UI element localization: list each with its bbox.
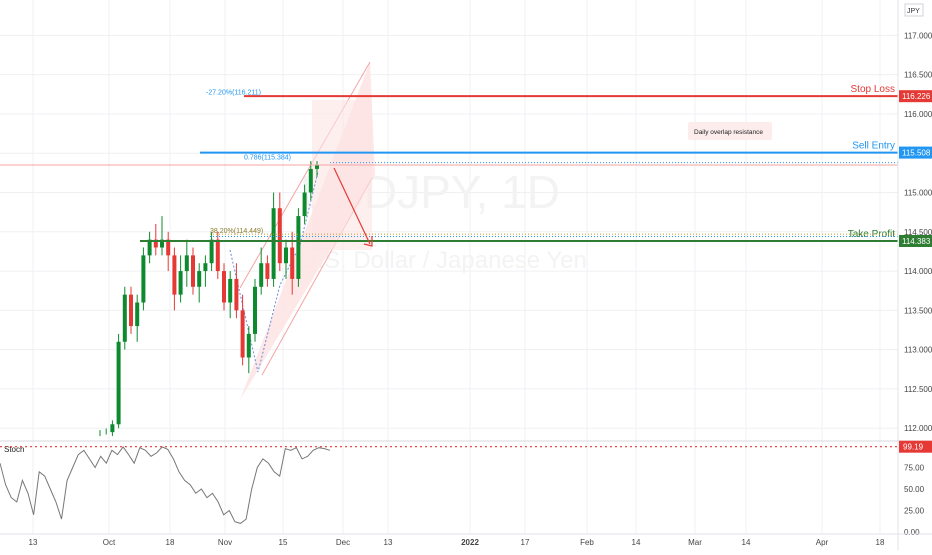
level-label: Stop Loss [851, 84, 895, 95]
candle-body [290, 247, 295, 279]
candle-body [315, 165, 319, 169]
candle-body [147, 239, 152, 256]
swing-path [229, 171, 319, 373]
stoch-tick-label: 25.00 [904, 507, 925, 516]
candle-body [271, 208, 276, 279]
time-tick-label: 15 [279, 538, 288, 547]
candle-body [135, 302, 140, 327]
price-tag-text: 114.383 [902, 237, 931, 246]
channel-shade-right [312, 100, 372, 250]
stoch-tick-label: 0.00 [904, 528, 920, 537]
candle-body [284, 247, 288, 264]
annotation-box [688, 122, 772, 140]
level-label: Sell Entry [852, 141, 895, 152]
stoch-tick-label: 75.00 [904, 464, 925, 473]
candle-body [141, 255, 146, 303]
candle-body [203, 263, 208, 272]
grid [0, 0, 898, 534]
candle-body [166, 239, 171, 256]
candle-body [240, 310, 245, 358]
price-tick-label: 116.500 [904, 71, 932, 80]
candle-body [265, 263, 270, 279]
time-axis[interactable]: 13 Oct 18 Nov 15 Dec 13 2022 17 Feb 14 Mar 14 Apr 18 [29, 538, 885, 547]
candle-body [110, 424, 115, 433]
candle-body [296, 216, 301, 279]
candle-body [277, 208, 282, 264]
candle-body [209, 239, 214, 264]
stoch-level-text: 99.19 [903, 443, 924, 452]
level-label: Take Profit [848, 229, 895, 240]
candle-body [178, 271, 183, 295]
levels: Stop Loss Sell Entry Take Profit -27.20%(11… [0, 84, 898, 242]
symbol-badge-text: JPY [907, 8, 920, 15]
price-tick-label: 113.000 [904, 346, 932, 355]
price-tick-label: 115.000 [904, 189, 932, 198]
price-tick-label: 114.500 [904, 228, 932, 237]
time-tick-label: 18 [166, 538, 175, 547]
time-tick-label: 14 [632, 538, 641, 547]
time-tick-label: 14 [742, 538, 751, 547]
candle-body [129, 294, 133, 327]
sell-arrow-head [363, 236, 373, 247]
time-tick-label: Apr [816, 538, 829, 547]
stoch-tick-label: 50.00 [904, 485, 925, 494]
candle-body [215, 239, 220, 272]
candle-body [246, 333, 251, 358]
price-tick-label: 114.000 [904, 267, 932, 276]
price-tag-text: 115.508 [902, 149, 931, 158]
price-tick-label: 116.000 [904, 110, 932, 119]
time-tick-label: Feb [580, 538, 594, 547]
fib-label: 38.20%(114.449) [210, 228, 263, 235]
price-tick-label: 117.000 [904, 31, 932, 40]
annotation-text: Daily overlap resistance [694, 129, 763, 136]
stoch-level-tag [899, 440, 932, 453]
time-tick-label: Dec [336, 538, 350, 547]
candle-body [302, 192, 307, 217]
candle-body [253, 286, 257, 334]
price-tag-bg [899, 234, 932, 247]
time-tick-label: 2022 [461, 538, 479, 547]
candle-body [259, 263, 264, 287]
candle-body [234, 278, 239, 311]
candles [99, 161, 319, 437]
sell-arrow-shaft [333, 167, 371, 245]
time-tick-label: 17 [521, 538, 530, 547]
price-tick-label: 113.500 [904, 306, 932, 315]
fib-label: 0.786(115.384) [244, 154, 291, 161]
time-tick-label: 13 [384, 538, 393, 547]
time-tick-label: Mar [688, 538, 702, 547]
candle-body [191, 255, 195, 287]
candle-body [184, 255, 189, 272]
stoch-title: Stoch [4, 445, 24, 454]
candle-body [172, 255, 177, 295]
price-tag-bg [899, 146, 932, 159]
time-tick-label: 13 [29, 538, 38, 547]
candle-body [153, 239, 158, 248]
time-tick-label: Nov [218, 538, 232, 547]
stoch-line [0, 446, 331, 524]
symbol-badge[interactable] [904, 3, 924, 17]
candle-body [122, 294, 127, 342]
fib-label: -27.20%(116.211) [206, 89, 261, 96]
price-tag-bg [899, 90, 932, 103]
candle-body [116, 341, 121, 425]
candle-body [228, 278, 233, 303]
price-tick-label: 112.500 [904, 385, 932, 394]
price-tick-label: 112.000 [904, 424, 932, 433]
watermark-name: U.S. Dollar / Japanese Yen [300, 247, 587, 274]
price-tag-text: 116.226 [902, 92, 931, 101]
candle-body [308, 168, 313, 193]
candle-body [160, 239, 164, 248]
candle-body [222, 271, 226, 303]
price-tags: 116.226 115.508 114.383 [899, 90, 932, 247]
stoch-pane: 99.19 75.00 50.00 25.00 0.00 [0, 440, 932, 537]
candle-body [197, 271, 202, 287]
time-tick-label: Oct [103, 538, 116, 547]
time-tick-label: 18 [876, 538, 885, 547]
